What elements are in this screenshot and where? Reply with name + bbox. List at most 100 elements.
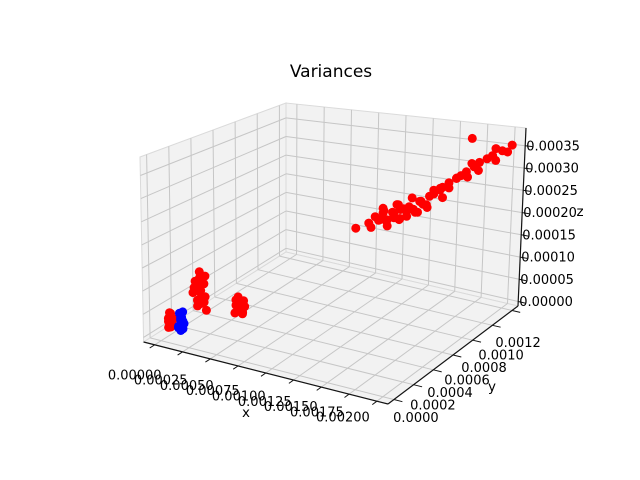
tick-mark (472, 339, 482, 343)
tick-mark (522, 212, 530, 215)
tick-mark (288, 379, 294, 384)
z-tick-label: 0.00025 (524, 184, 578, 199)
grid-line (140, 117, 287, 176)
grid-line (285, 154, 524, 191)
z-tick-label: 0.00015 (522, 228, 576, 243)
x-tick-label: 0.00100 (212, 390, 266, 405)
data-point-red (190, 276, 200, 286)
z-axis-label: z (576, 204, 583, 220)
series-red (163, 133, 517, 332)
data-point-red (473, 166, 483, 175)
tick-mark (393, 399, 403, 403)
x-tick-label: 0.00075 (186, 384, 240, 399)
x-axis-label: x (242, 405, 250, 421)
y-tick: 0.00000.00020.00040.00060.00080.00100.00… (393, 310, 541, 426)
x-tick-label: 0.00150 (264, 400, 318, 415)
grid-line (234, 121, 237, 284)
tick-mark (492, 324, 501, 328)
tick-mark (433, 369, 442, 373)
data-point-red (200, 271, 210, 281)
x-tick-label: 0.00200 (316, 411, 370, 426)
tick-mark (205, 358, 211, 363)
tick-mark (511, 310, 521, 313)
tick-mark (452, 354, 462, 358)
data-point-red (393, 200, 403, 210)
data-point-red (366, 222, 376, 232)
y-tick-label: 0.0002 (410, 399, 456, 414)
plot-render-root: 0.000000.000250.000500.000750.001000.001… (108, 102, 580, 426)
tick-mark (518, 301, 526, 304)
series-blue (174, 307, 189, 335)
z-tick-label: 0.00005 (520, 273, 574, 288)
data-point-red (421, 200, 431, 210)
y-tick-label: 0.0010 (478, 349, 524, 364)
grid-line (285, 210, 521, 258)
z-tick-label: 0.00010 (521, 251, 575, 266)
grid-line (171, 323, 414, 386)
grid-line (375, 112, 380, 273)
data-point-red (491, 144, 501, 154)
data-point-red (188, 288, 198, 298)
grid-line (236, 282, 473, 341)
y-tick-label: 0.0000 (393, 411, 439, 426)
tick-mark (413, 384, 423, 388)
tick-mark (519, 278, 527, 282)
z-tick: 0.00000 0.00005 0.00010 0.00015 0.00020 0.000… (518, 139, 580, 310)
tick-mark (344, 393, 350, 398)
grid-line (142, 210, 287, 292)
data-point-blue (176, 326, 186, 335)
data-point-red (507, 140, 517, 150)
grid-line (142, 229, 287, 315)
data-point-red (394, 215, 404, 225)
z-tick-label: 0.00035 (526, 139, 580, 154)
tick-mark (260, 372, 267, 377)
x-tick: 0.000000.000250.000500.000750.001000.001… (108, 344, 378, 426)
data-point-blue (178, 307, 188, 317)
grid-line (507, 126, 516, 304)
data-point-blue (176, 315, 186, 325)
tick-mark (520, 256, 528, 259)
data-point-red (195, 294, 205, 304)
grid-line (285, 136, 525, 169)
data-point-red (463, 172, 472, 182)
grid-line (480, 123, 489, 298)
grid-line (149, 337, 395, 400)
data-point-red (201, 305, 211, 315)
tick-mark (525, 145, 533, 148)
y-axis-label: y (488, 379, 496, 395)
grid-line (140, 136, 287, 200)
grid-line (427, 118, 434, 286)
data-point-red (199, 279, 209, 289)
z-tick-label: 0.00020 (523, 206, 577, 221)
grid-line (141, 154, 287, 223)
data-point-red (378, 203, 388, 213)
tick-mark (232, 365, 239, 370)
data-point-red (402, 211, 412, 221)
data-point-red (413, 207, 422, 217)
tick-mark (316, 386, 322, 391)
grid-line (168, 146, 173, 325)
data-point-red (370, 212, 380, 222)
data-point-red (407, 193, 417, 203)
x-tick-label: 0.00050 (160, 379, 214, 394)
data-point-red (491, 155, 501, 165)
x-tick-label: 0.00000 (108, 368, 162, 383)
grid-line (285, 229, 520, 280)
x-tick-label: 0.00175 (290, 405, 344, 420)
grid-line (257, 269, 493, 326)
grid-line (279, 255, 513, 311)
tick-mark (523, 189, 531, 192)
tick-mark (372, 400, 378, 406)
tick-mark (149, 344, 155, 349)
y-tick-label: 0.0006 (444, 374, 490, 389)
grid-line (141, 173, 287, 246)
grid-line (285, 247, 519, 302)
grid-line (285, 173, 523, 214)
grid-line (193, 310, 434, 371)
chart-title: Variances (290, 62, 372, 82)
y-tick-label: 0.0004 (427, 386, 473, 401)
y-tick-label: 0.0012 (495, 336, 541, 351)
